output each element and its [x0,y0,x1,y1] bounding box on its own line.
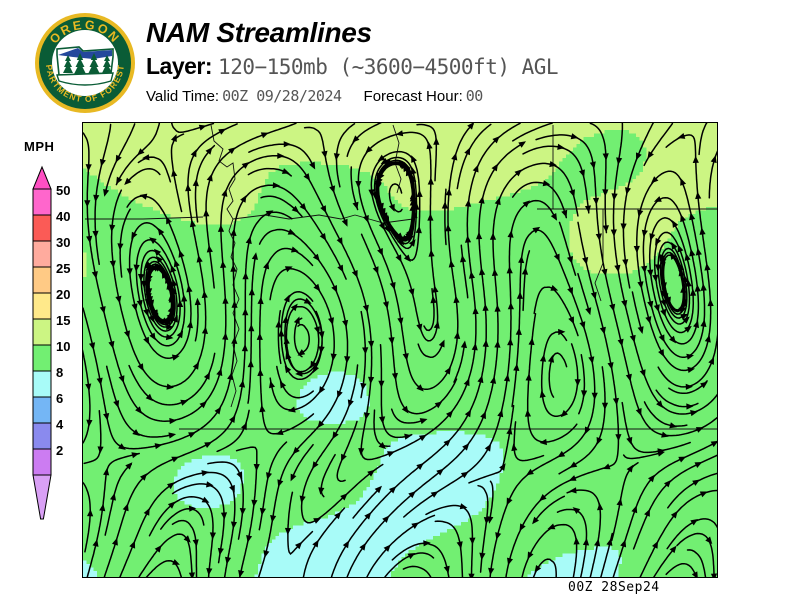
colorbar-tick-label: 6 [56,391,63,406]
valid-time-line: Valid Time: 00Z 09/28/2024 Forecast Hour: 0… [146,86,558,107]
colorbar-bottom-arrow [32,474,52,520]
valid-time-value: 00Z 09/28/2024 [222,87,342,105]
colorbar-band [32,214,52,242]
forecast-hour-label: Forecast Hour: [363,88,463,105]
oregon-department-of-forestry-seal-icon: OREGON DEPARTMENT OF FORESTRY [33,11,135,113]
colorbar-tick-label: 4 [56,417,64,432]
forecast-hour-value: 00 [465,87,484,105]
colorbar-band [32,396,52,424]
colorbar-scale: 50 40 30 25 20 15 10 8 6 4 2 [32,165,70,520]
colorbar-tick-label: 2 [56,443,63,458]
colorbar-band [32,370,52,398]
map-timestamp: 00Z 28Sep24 [568,580,660,595]
forecast-map[interactable] [82,122,718,578]
colorbar-band [32,266,52,294]
colorbar-band [32,292,52,320]
valid-time-label: Valid Time: [146,88,220,105]
colorbar-tick-label: 30 [56,235,70,250]
colorbar-band [32,422,52,450]
colorbar-tick-label: 50 [56,183,70,198]
colorbar-tick-label: 25 [56,261,70,276]
title-block: NAM Streamlines Layer: 120−150mb (~3600−4… [146,17,559,107]
colorbar-top-arrow [32,165,52,190]
colorbar-band [32,448,52,476]
layer-line: Layer: 120−150mb (~3600−4500ft) AGL [146,53,559,83]
colorbar-tick-label: 20 [56,287,70,302]
colorbar-tick-label: 15 [56,313,70,328]
header-bar: OREGON DEPARTMENT OF FORESTRY NAM Stream… [0,0,800,118]
colorbar-units-label: MPH [24,139,55,154]
layer-value: 120−150mb (~3600−4500ft) AGL [218,55,559,79]
colorbar-band [32,318,52,346]
colorbar-tick-label: 40 [56,209,70,224]
wind-speed-colorbar: MPH 50 40 30 25 20 15 10 8 6 4 2 [8,135,80,535]
colorbar-band [32,240,52,268]
streamline-arrowheads [84,123,717,577]
page-title: NAM Streamlines [146,17,372,48]
colorbar-band [32,344,52,372]
colorbar-tick-label: 10 [56,339,70,354]
wind-speed-shading [83,123,717,577]
colorbar-band [32,188,52,216]
colorbar-tick-label: 8 [56,365,63,380]
layer-label: Layer: [146,53,213,79]
map-canvas [83,123,717,577]
